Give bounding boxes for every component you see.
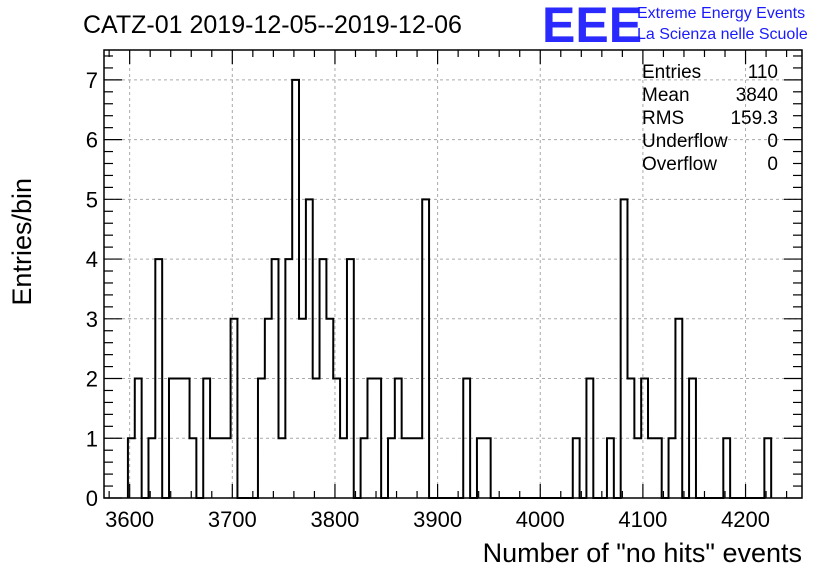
x-tick-label: 3800 (310, 507, 359, 532)
stats-value: 159.3 (730, 108, 778, 129)
histogram-bin (265, 319, 272, 498)
stats-label: RMS (642, 108, 684, 129)
x-tick-label: 4100 (618, 507, 667, 532)
y-tick-label: 0 (86, 486, 98, 511)
stats-label: Underflow (642, 131, 728, 152)
histogram-bin (292, 80, 299, 498)
histogram-bin (224, 438, 231, 498)
grid-lines (104, 50, 802, 498)
y-tick-label: 2 (86, 367, 98, 392)
x-tick-label: 3600 (105, 507, 154, 532)
histogram-bin (299, 319, 306, 498)
stats-value: 0 (767, 154, 778, 175)
x-axis: 3600 3700 3800 3900 4000 4100 4200 (105, 50, 788, 532)
y-axis-label: Entries/bin (7, 178, 37, 306)
eee-logo: EEE Extreme Energy Events La Scienza nel… (542, 0, 808, 53)
x-tick-label: 3700 (208, 507, 257, 532)
stats-value: 0 (767, 131, 778, 152)
histogram-bin (648, 438, 655, 498)
histogram-bin (409, 438, 416, 498)
histogram-bin (484, 438, 491, 498)
plot-frame (103, 49, 803, 499)
histogram-bin (128, 438, 135, 498)
logo-letters: EEE (542, 0, 642, 53)
stats-value: 3840 (736, 85, 778, 106)
histogram-bin (190, 438, 197, 498)
histogram-bin (217, 438, 224, 498)
y-tick-label: 5 (86, 187, 98, 212)
y-tick-label: 1 (86, 426, 98, 451)
x-tick-label: 3900 (413, 507, 462, 532)
logo-line-1: Extreme Energy Events (637, 5, 805, 22)
x-tick-label: 4200 (721, 507, 770, 532)
stats-label: Mean (642, 85, 690, 106)
y-tick-label: 3 (86, 307, 98, 332)
y-tick-label: 7 (86, 68, 98, 93)
histogram-bin (634, 438, 641, 498)
histogram-bin (388, 438, 395, 498)
y-tick-label: 6 (86, 128, 98, 153)
stats-label: Overflow (642, 154, 717, 175)
chart-title: CATZ-01 2019-12-05--2019-12-06 (83, 11, 462, 39)
histogram-bin (340, 438, 347, 498)
histogram-bin (669, 438, 676, 498)
logo-line-2: La Scienza nelle Scuole (637, 26, 808, 43)
histogram-bin (607, 438, 614, 498)
histogram-bin (415, 438, 422, 498)
y-tick-label: 4 (86, 247, 98, 272)
x-axis-label: Number of "no hits" events (483, 538, 802, 568)
histogram-bin (361, 438, 368, 498)
histogram-bin (402, 438, 409, 498)
histogram-bin (210, 438, 217, 498)
stats-value: 110 (748, 62, 778, 83)
histogram-bin (279, 438, 286, 498)
stats-label: Entries (642, 62, 701, 83)
x-tick-label: 4000 (516, 507, 565, 532)
histogram-bin (422, 199, 429, 498)
y-axis: 0 1 2 3 4 5 6 7 (86, 55, 802, 511)
